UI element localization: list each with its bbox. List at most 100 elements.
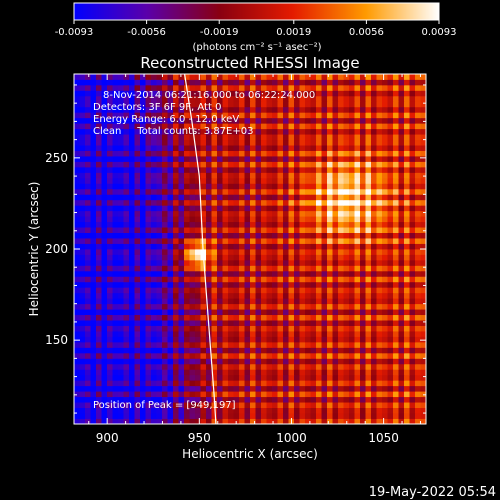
- heatmap-cell: [140, 221, 146, 228]
- heatmap-cell: [145, 281, 152, 288]
- heatmap-cell: [74, 177, 80, 184]
- heatmap-cell: [74, 341, 80, 348]
- heatmap-cell: [211, 314, 218, 321]
- heatmap-cell: [305, 243, 311, 250]
- heatmap-cell: [365, 150, 372, 157]
- heatmap-cell: [244, 221, 251, 228]
- heatmap-cell: [338, 221, 344, 228]
- heatmap-cell: [217, 336, 223, 343]
- heatmap-cell: [85, 84, 91, 91]
- heatmap-cell: [134, 325, 141, 332]
- heatmap-cell: [365, 172, 372, 179]
- heatmap-cell: [156, 183, 163, 190]
- heatmap-cell: [393, 276, 399, 283]
- heatmap-cell: [393, 95, 399, 102]
- heatmap-cell: [101, 128, 108, 135]
- heatmap-cell: [398, 391, 405, 398]
- heatmap-cell: [261, 210, 267, 217]
- heatmap-cell: [239, 221, 245, 228]
- heatmap-cell: [387, 123, 394, 130]
- heatmap-cell: [387, 385, 394, 392]
- heatmap-cell: [382, 363, 388, 370]
- heatmap-cell: [338, 303, 344, 310]
- heatmap-cell: [118, 341, 124, 348]
- heatmap-cell: [112, 374, 119, 381]
- heatmap-cell: [305, 221, 311, 228]
- heatmap-cell: [376, 177, 383, 184]
- heatmap-cell: [167, 172, 174, 179]
- heatmap-cell: [200, 74, 207, 80]
- heatmap-cell: [338, 134, 344, 141]
- heatmap-cell: [129, 413, 135, 419]
- heatmap-cell: [222, 341, 229, 348]
- heatmap-cell: [96, 90, 102, 97]
- heatmap-cell: [332, 276, 339, 283]
- heatmap-cell: [360, 216, 366, 223]
- heatmap-cell: [354, 166, 361, 173]
- heatmap-cell: [404, 352, 410, 359]
- heatmap-cell: [288, 172, 295, 179]
- heatmap-cell: [200, 336, 207, 343]
- heatmap-cell: [371, 123, 377, 130]
- heatmap-cell: [398, 106, 405, 113]
- heatmap-cell: [338, 139, 344, 146]
- heatmap-cell: [382, 205, 388, 212]
- heatmap-cell: [151, 232, 157, 239]
- heatmap-cell: [266, 106, 273, 113]
- heatmap-cell: [228, 90, 234, 97]
- heatmap-cell: [316, 117, 322, 124]
- heatmap-cell: [327, 216, 333, 223]
- heatmap-cell: [74, 172, 80, 179]
- heatmap-cell: [173, 243, 179, 250]
- heatmap-cell: [420, 101, 426, 108]
- heatmap-cell: [371, 172, 377, 179]
- heatmap-cell: [365, 292, 372, 299]
- heatmap-cell: [338, 112, 344, 119]
- heatmap-cell: [343, 325, 350, 332]
- heatmap-cell: [151, 188, 157, 195]
- heatmap-cell: [178, 374, 185, 381]
- heatmap-cell: [200, 331, 207, 337]
- heatmap-cell: [112, 331, 119, 337]
- heatmap-cell: [294, 123, 300, 130]
- heatmap-cell: [404, 156, 410, 162]
- heatmap-cell: [151, 74, 157, 80]
- heatmap-cell: [211, 156, 218, 162]
- solar-limb-curve: [184, 74, 217, 424]
- heatmap-cell: [349, 188, 355, 195]
- heatmap-cell: [129, 74, 135, 80]
- heatmap-cell: [376, 325, 383, 332]
- heatmap-cell: [398, 177, 405, 184]
- heatmap-cell: [206, 166, 212, 173]
- heatmap-cell: [140, 177, 146, 184]
- heatmap-cell: [233, 391, 240, 398]
- heatmap-cell: [195, 156, 201, 162]
- heatmap-cell: [250, 112, 256, 119]
- heatmap-cell: [189, 396, 196, 403]
- heatmap-cell: [90, 309, 97, 316]
- heatmap-cell: [299, 259, 306, 266]
- heatmap-cell: [420, 374, 426, 381]
- heatmap-cell: [107, 352, 113, 359]
- heatmap-cell: [178, 254, 185, 261]
- heatmap-cell: [332, 156, 339, 162]
- heatmap-cell: [338, 314, 344, 321]
- heatmap-cell: [305, 341, 311, 348]
- heatmap-cell: [112, 84, 119, 91]
- heatmap-cell: [299, 216, 306, 223]
- heatmap-cell: [107, 331, 113, 337]
- heatmap-cell: [266, 303, 273, 310]
- heatmap-cell: [376, 74, 383, 80]
- heatmap-cell: [321, 413, 328, 419]
- heatmap-cell: [101, 298, 108, 305]
- heatmap-cell: [277, 314, 284, 321]
- heatmap-cell: [365, 117, 372, 124]
- heatmap-cell: [266, 183, 273, 190]
- heatmap-cell: [343, 172, 350, 179]
- heatmap-cell: [294, 259, 300, 266]
- heatmap-cell: [233, 298, 240, 305]
- heatmap-cell: [162, 336, 168, 343]
- heatmap-cell: [239, 320, 245, 326]
- heatmap-cell: [239, 134, 245, 141]
- heatmap-cell: [277, 281, 284, 288]
